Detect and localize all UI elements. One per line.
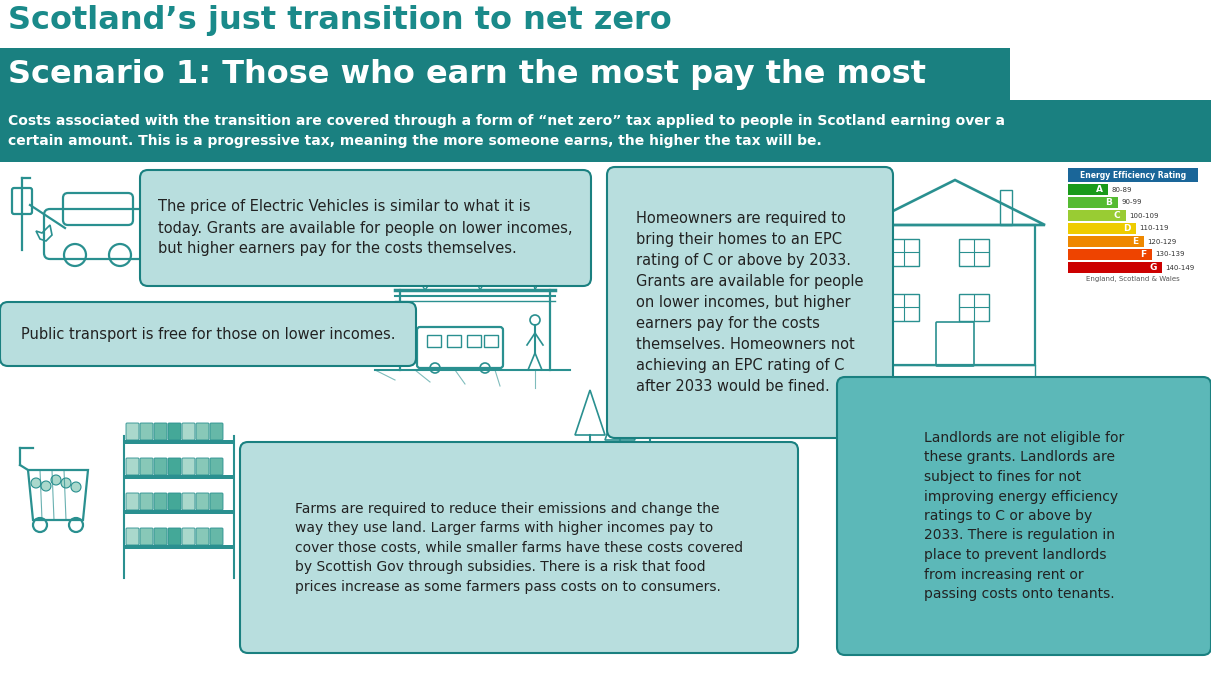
FancyBboxPatch shape: [140, 528, 153, 545]
Text: Costs associated with the transition are covered through a form of “net zero” ta: Costs associated with the transition are…: [8, 114, 1005, 128]
FancyBboxPatch shape: [140, 170, 591, 286]
FancyBboxPatch shape: [196, 493, 210, 510]
Text: 130-139: 130-139: [1155, 252, 1184, 257]
FancyBboxPatch shape: [154, 423, 167, 440]
FancyBboxPatch shape: [0, 302, 417, 366]
Text: 90-99: 90-99: [1121, 200, 1142, 205]
FancyBboxPatch shape: [837, 377, 1211, 655]
FancyBboxPatch shape: [1068, 168, 1198, 182]
FancyBboxPatch shape: [126, 528, 139, 545]
FancyBboxPatch shape: [168, 458, 180, 475]
Text: Homeowners are required to
bring their homes to an EPC
rating of C or above by 2: Homeowners are required to bring their h…: [636, 211, 863, 394]
FancyBboxPatch shape: [0, 100, 1211, 162]
FancyBboxPatch shape: [1068, 197, 1118, 208]
FancyBboxPatch shape: [168, 528, 180, 545]
FancyBboxPatch shape: [240, 442, 798, 653]
Text: Public transport is free for those on lower incomes.: Public transport is free for those on lo…: [21, 327, 395, 342]
FancyBboxPatch shape: [1068, 223, 1136, 234]
FancyBboxPatch shape: [210, 493, 223, 510]
Text: G: G: [1149, 263, 1157, 272]
FancyBboxPatch shape: [1068, 184, 1108, 195]
FancyBboxPatch shape: [154, 493, 167, 510]
Text: 100-109: 100-109: [1129, 213, 1159, 219]
Circle shape: [51, 476, 61, 486]
Text: B: B: [1106, 198, 1113, 207]
Text: Scotland’s just transition to net zero: Scotland’s just transition to net zero: [8, 5, 672, 36]
Text: 120-129: 120-129: [1147, 238, 1176, 244]
Circle shape: [71, 478, 81, 488]
Circle shape: [61, 480, 71, 490]
FancyBboxPatch shape: [140, 458, 153, 475]
Text: 80-89: 80-89: [1110, 186, 1131, 192]
FancyBboxPatch shape: [125, 510, 233, 514]
Text: Farms are required to reduce their emissions and change the
way they use land. L: Farms are required to reduce their emiss…: [295, 502, 744, 593]
FancyBboxPatch shape: [196, 528, 210, 545]
Text: certain amount. This is a progressive tax, meaning the more someone earns, the h: certain amount. This is a progressive ta…: [8, 134, 822, 148]
FancyBboxPatch shape: [0, 48, 1010, 100]
FancyBboxPatch shape: [1068, 249, 1152, 260]
FancyBboxPatch shape: [126, 493, 139, 510]
FancyBboxPatch shape: [154, 528, 167, 545]
Text: A: A: [1096, 185, 1102, 194]
FancyBboxPatch shape: [210, 528, 223, 545]
Circle shape: [41, 484, 51, 494]
FancyBboxPatch shape: [607, 167, 893, 438]
FancyBboxPatch shape: [196, 458, 210, 475]
FancyBboxPatch shape: [1068, 236, 1144, 247]
Text: C: C: [1114, 211, 1120, 220]
FancyBboxPatch shape: [182, 458, 195, 475]
FancyBboxPatch shape: [196, 423, 210, 440]
Circle shape: [31, 481, 41, 491]
FancyBboxPatch shape: [168, 423, 180, 440]
FancyBboxPatch shape: [210, 423, 223, 440]
FancyBboxPatch shape: [125, 475, 233, 479]
Text: F: F: [1140, 250, 1146, 259]
FancyBboxPatch shape: [140, 493, 153, 510]
FancyBboxPatch shape: [154, 458, 167, 475]
FancyBboxPatch shape: [1068, 210, 1126, 221]
FancyBboxPatch shape: [140, 423, 153, 440]
Text: 110-119: 110-119: [1140, 225, 1169, 232]
FancyBboxPatch shape: [182, 528, 195, 545]
FancyBboxPatch shape: [210, 458, 223, 475]
FancyBboxPatch shape: [126, 458, 139, 475]
FancyBboxPatch shape: [182, 493, 195, 510]
Text: 140-149: 140-149: [1165, 265, 1194, 271]
Text: Energy Efficiency Rating: Energy Efficiency Rating: [1080, 171, 1186, 180]
FancyBboxPatch shape: [125, 440, 233, 444]
Text: Scenario 1: Those who earn the most pay the most: Scenario 1: Those who earn the most pay …: [8, 59, 926, 90]
FancyBboxPatch shape: [1068, 262, 1163, 273]
FancyBboxPatch shape: [125, 545, 233, 549]
Text: Landlords are not eligible for
these grants. Landlords are
subject to fines for : Landlords are not eligible for these gra…: [924, 431, 1124, 601]
Text: The price of Electric Vehicles is similar to what it is
today. Grants are availa: The price of Electric Vehicles is simila…: [159, 200, 573, 256]
FancyBboxPatch shape: [126, 423, 139, 440]
Text: D: D: [1124, 224, 1131, 233]
Text: England, Scotland & Wales: England, Scotland & Wales: [1086, 276, 1180, 282]
FancyBboxPatch shape: [168, 493, 180, 510]
Text: E: E: [1132, 237, 1138, 246]
FancyBboxPatch shape: [182, 423, 195, 440]
